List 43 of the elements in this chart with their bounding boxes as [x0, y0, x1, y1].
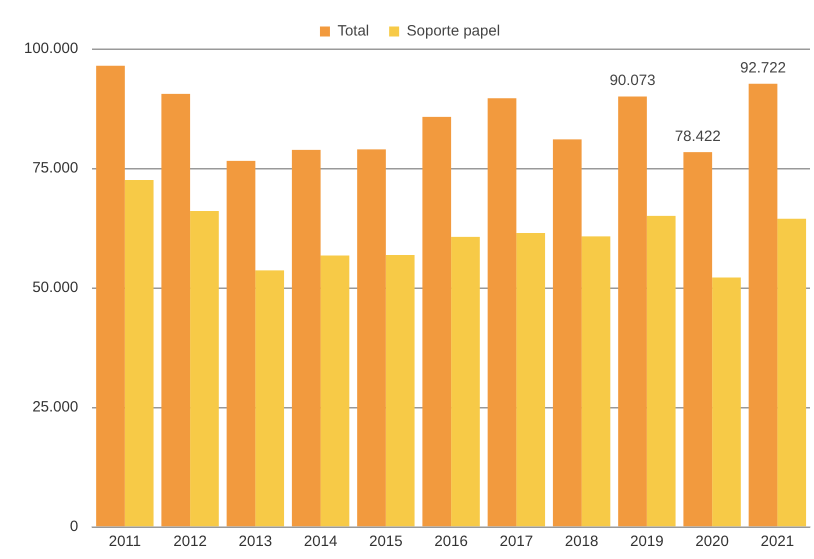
bar — [488, 98, 516, 526]
bar — [255, 270, 284, 526]
legend-label: Total — [337, 22, 370, 40]
x-tick-label: 2019 — [630, 533, 664, 550]
bar — [516, 233, 546, 526]
y-tick-label: 75.000 — [32, 160, 78, 177]
bar — [552, 139, 582, 526]
data-label: 78.422 — [674, 128, 721, 145]
bar — [683, 152, 712, 526]
bar — [161, 94, 190, 526]
y-tick-label: 50.000 — [32, 279, 78, 296]
bar — [422, 116, 452, 526]
bar — [292, 150, 321, 526]
bar — [712, 277, 741, 526]
x-tick-label: 2014 — [304, 533, 338, 550]
bar — [320, 255, 350, 526]
bar — [646, 216, 676, 526]
bar — [190, 211, 219, 526]
bar — [777, 218, 806, 526]
data-label: 90.073 — [610, 72, 656, 90]
bar — [618, 96, 647, 526]
x-tick-label: 2021 — [760, 533, 794, 550]
bar — [357, 149, 386, 526]
y-tick-label: 0 — [70, 518, 78, 536]
x-tick-label: 2013 — [238, 533, 272, 550]
x-tick-label: 2012 — [173, 533, 207, 550]
bar — [386, 255, 415, 526]
bar — [96, 66, 125, 526]
data-label: 92.722 — [740, 59, 786, 76]
bar — [582, 236, 610, 526]
bar — [124, 180, 154, 526]
x-tick-label: 2018 — [564, 533, 598, 550]
legend-label: Soporte papel — [406, 22, 500, 40]
bar — [451, 236, 480, 526]
y-tick-label: 100.000 — [24, 40, 78, 58]
y-tick-label: 25.000 — [32, 398, 78, 416]
x-tick-label: 2016 — [434, 533, 468, 550]
bar — [226, 160, 256, 526]
x-tick-label: 2017 — [500, 533, 534, 550]
x-tick-label: 2015 — [369, 533, 403, 550]
x-tick-label: 2011 — [108, 533, 141, 550]
bar — [748, 84, 778, 526]
x-tick-label: 2020 — [695, 533, 729, 550]
